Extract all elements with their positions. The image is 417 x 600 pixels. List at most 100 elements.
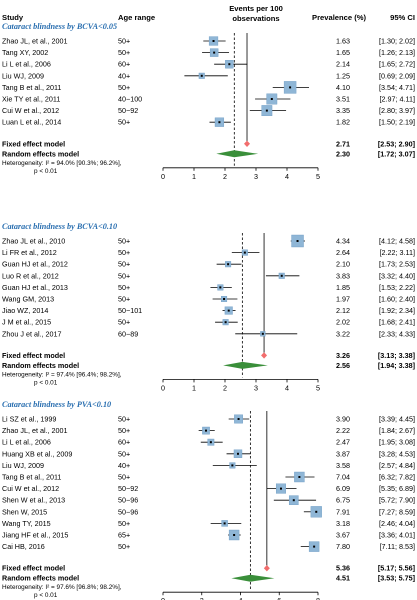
age-range: 60+ bbox=[118, 438, 130, 447]
study-label: Tang B et al., 2011 bbox=[2, 473, 61, 482]
study-label: Xie TY et al., 2011 bbox=[2, 95, 60, 104]
x-tick-label: 5 bbox=[316, 172, 320, 181]
study-point bbox=[228, 63, 231, 66]
study-label: Zhao JL et al., 2010 bbox=[2, 237, 65, 246]
random-effects-diamond bbox=[231, 574, 275, 582]
study-ci: [1.92; 2.34] bbox=[379, 306, 415, 315]
study-estimate: 7.91 bbox=[336, 507, 350, 516]
x-tick-label: 1 bbox=[192, 383, 196, 392]
random-effects-label: Random effects model bbox=[2, 574, 79, 583]
fixed-effect-label: Fixed effect model bbox=[2, 564, 65, 573]
study-point bbox=[212, 40, 215, 42]
study-label: Shen W, 2015 bbox=[2, 507, 47, 516]
study-point bbox=[213, 51, 216, 54]
study-ci: [1.30; 2.02] bbox=[379, 37, 415, 46]
fixed-effect-diamond bbox=[244, 140, 251, 147]
age-range: 50+ bbox=[118, 415, 130, 424]
fixed-effect-diamond bbox=[263, 565, 270, 572]
study-ci: [7.27; 8.59] bbox=[379, 507, 415, 516]
random-effects-label: Random effects model bbox=[2, 149, 79, 158]
age-range: 50−92 bbox=[118, 106, 138, 115]
study-point bbox=[209, 441, 212, 444]
random-effects-estimate: 2.56 bbox=[336, 361, 350, 370]
header-study: Study bbox=[2, 13, 24, 22]
age-range: 50+ bbox=[118, 37, 130, 46]
study-label: Wang TY, 2015 bbox=[2, 519, 51, 528]
study-point bbox=[224, 321, 227, 324]
random-effects-ci: [3.53; 5.75] bbox=[378, 574, 415, 583]
study-ci: [3.36; 4.01] bbox=[379, 531, 415, 540]
study-label: Huang XB et al., 2009 bbox=[2, 449, 72, 458]
study-estimate: 2.47 bbox=[336, 438, 350, 447]
study-ci: [5.35; 6.89] bbox=[379, 484, 415, 493]
age-range: 50−96 bbox=[118, 507, 138, 516]
study-label: Tang XY, 2002 bbox=[2, 48, 48, 57]
study-ci: [2.97; 4.11] bbox=[380, 95, 415, 104]
study-estimate: 2.02 bbox=[336, 318, 350, 327]
fixed-effect-ci: [2.53; 2.90] bbox=[378, 139, 415, 148]
study-estimate: 1.85 bbox=[336, 283, 350, 292]
study-estimate: 2.14 bbox=[336, 60, 350, 69]
age-range: 50+ bbox=[118, 48, 130, 57]
age-range: 50+ bbox=[118, 260, 130, 269]
study-ci: [1.53; 2.22] bbox=[379, 283, 415, 292]
study-label: Li SZ et al., 1999 bbox=[2, 415, 56, 424]
study-label: Zhao JL, et al., 2001 bbox=[2, 37, 68, 46]
random-effects-estimate: 4.51 bbox=[336, 574, 350, 583]
age-range: 50+ bbox=[118, 118, 130, 127]
age-range: 40−100 bbox=[118, 95, 142, 104]
study-estimate: 2.22 bbox=[336, 426, 350, 435]
study-estimate: 2.10 bbox=[336, 260, 350, 269]
study-ci: [2.22; 3.11] bbox=[380, 248, 415, 257]
study-point bbox=[233, 534, 236, 536]
x-tick-label: 5 bbox=[316, 383, 320, 392]
heterogeneity-text: Heterogeneity: I² = 94.0% [90.3%; 96.2%]… bbox=[2, 160, 122, 167]
forest-panel: Cataract blindness by PVA<0.10 Li SZ et a… bbox=[2, 400, 415, 600]
age-range: 40+ bbox=[118, 71, 130, 80]
study-estimate: 4.34 bbox=[336, 237, 350, 246]
study-ci: [7.11; 8.53] bbox=[380, 542, 415, 551]
random-effects-diamond bbox=[216, 150, 259, 158]
study-estimate: 3.22 bbox=[336, 329, 350, 338]
study-point bbox=[279, 487, 282, 490]
study-label: J M et al., 2015 bbox=[2, 318, 51, 327]
study-estimate: 7.04 bbox=[336, 473, 350, 482]
random-effects-label: Random effects model bbox=[2, 361, 79, 370]
study-ci: [3.39; 4.45] bbox=[379, 415, 415, 424]
study-point bbox=[205, 429, 208, 432]
random-effects-estimate: 2.30 bbox=[336, 149, 350, 158]
x-tick-label: 0 bbox=[161, 383, 165, 392]
age-range: 65+ bbox=[118, 531, 130, 540]
study-label: Zhou J et al., 2017 bbox=[2, 329, 62, 338]
study-ci: [2.33; 4.33] bbox=[379, 329, 415, 338]
study-label: Guan HJ et al., 2013 bbox=[2, 283, 68, 292]
study-estimate: 3.67 bbox=[336, 531, 350, 540]
fixed-effect-estimate: 5.36 bbox=[336, 564, 350, 573]
age-range: 50+ bbox=[118, 519, 130, 528]
study-estimate: 1.65 bbox=[336, 48, 350, 57]
study-label: Jiang HF et al., 2015 bbox=[2, 531, 68, 540]
section-title: Cataract blindness by BCVA<0.05 bbox=[2, 22, 117, 31]
study-label: Tang B et al., 2011 bbox=[2, 83, 61, 92]
study-ci: [1.95; 3.08] bbox=[379, 438, 415, 447]
study-label: Cui W et al., 2012 bbox=[2, 484, 59, 493]
study-estimate: 2.12 bbox=[336, 306, 350, 315]
heterogeneity-p: p < 0.01 bbox=[34, 379, 58, 386]
age-range: 40+ bbox=[118, 461, 130, 470]
study-estimate: 1.82 bbox=[336, 118, 350, 127]
heterogeneity-text: Heterogeneity: I² = 97.6% [96.8%; 98.2%]… bbox=[2, 584, 122, 591]
study-point bbox=[265, 109, 268, 112]
random-effects-diamond bbox=[223, 361, 268, 369]
section-title: Cataract blindness by BCVA<0.10 bbox=[2, 222, 117, 231]
study-point bbox=[289, 86, 292, 89]
heterogeneity-text: Heterogeneity: I² = 97.4% [96.4%; 98.2%]… bbox=[2, 371, 122, 378]
fixed-effect-ci: [3.13; 3.38] bbox=[378, 351, 415, 360]
study-label: Cai HB, 2016 bbox=[2, 542, 45, 551]
study-point bbox=[243, 251, 246, 254]
header-events-line2: observations bbox=[232, 14, 279, 23]
study-label: Li L et al., 2006 bbox=[2, 60, 51, 69]
x-tick-label: 0 bbox=[161, 596, 165, 600]
age-range: 60−89 bbox=[118, 329, 138, 338]
study-ci: [2.80; 3.97] bbox=[379, 106, 415, 115]
study-label: Li L et al., 2006 bbox=[2, 438, 51, 447]
